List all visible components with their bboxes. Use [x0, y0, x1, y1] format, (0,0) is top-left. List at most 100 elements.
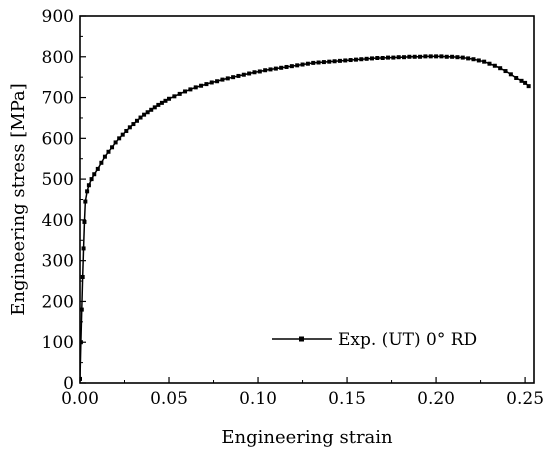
data-point [86, 183, 91, 188]
data-point [311, 60, 316, 65]
data-point [89, 177, 94, 182]
data-point [231, 75, 236, 80]
data-point [183, 89, 188, 94]
data-point [412, 54, 417, 59]
x-tick-label: 0.00 [61, 389, 99, 409]
data-point [80, 274, 85, 279]
x-tick-label: 0.20 [417, 389, 455, 409]
data-point [386, 55, 391, 60]
y-axis-title: Engineering stress [MPa] [8, 83, 29, 316]
data-point [482, 59, 487, 64]
y-tick-label: 300 [42, 252, 74, 272]
series-line [80, 55, 530, 379]
data-point [321, 60, 326, 65]
data-point [289, 64, 294, 69]
x-tick-label: 0.05 [150, 389, 188, 409]
data-point [364, 56, 369, 61]
data-point [444, 54, 449, 59]
data-point [369, 56, 374, 61]
data-point [209, 80, 214, 85]
data-point [99, 160, 104, 165]
data-point [142, 112, 147, 117]
data-point [110, 145, 115, 150]
data-point [177, 91, 182, 96]
data-point [418, 54, 423, 59]
x-tick-label: 0.25 [506, 389, 544, 409]
data-point [466, 56, 471, 61]
data-point [375, 56, 380, 60]
data-point [514, 75, 519, 80]
data-point [120, 132, 125, 137]
data-point [225, 76, 230, 81]
data-point [450, 54, 455, 59]
data-point [263, 68, 268, 73]
legend-label: Exp. (UT) 0° RD [338, 330, 477, 350]
data-point [380, 56, 385, 60]
data-point [471, 57, 476, 62]
data-point [131, 122, 136, 127]
data-point [220, 77, 225, 82]
x-tick-label: 0.10 [239, 389, 277, 409]
plot-frame [79, 15, 535, 384]
data-point [247, 71, 252, 76]
data-point [83, 199, 88, 204]
data-point [193, 85, 198, 90]
data-point [327, 59, 332, 64]
data-point [81, 246, 86, 251]
data-point [295, 63, 300, 68]
data-point [257, 69, 262, 74]
data-point [152, 105, 157, 110]
tick-layer: 0.00 0.05 0.10 0.15 0.20 0.25 0 100 200 300 400 500… [42, 7, 544, 409]
data-point [487, 61, 492, 66]
y-tick-label: 0 [63, 374, 74, 394]
data-point [113, 140, 118, 145]
data-point [423, 54, 428, 59]
data-point [172, 94, 177, 99]
data-point [241, 72, 246, 77]
data-point [215, 79, 220, 84]
y-tick-label: 700 [42, 89, 74, 109]
y-tick-label: 400 [42, 211, 74, 231]
data-point [402, 55, 407, 60]
data-point [305, 61, 310, 66]
data-point [159, 100, 164, 105]
data-point [85, 189, 90, 194]
data-point [149, 107, 154, 112]
data-point [252, 70, 257, 75]
data-point [95, 166, 100, 171]
data-point [498, 66, 503, 71]
data-point [268, 67, 273, 72]
data-point [428, 54, 433, 59]
x-axis-title: Engineering strain [221, 427, 393, 448]
y-tick-label: 100 [42, 333, 74, 353]
y-tick-label: 800 [42, 48, 74, 68]
data-point [106, 149, 111, 154]
x-tick-label: 0.15 [328, 389, 366, 409]
data-point [353, 57, 358, 62]
data-point [102, 154, 107, 159]
legend-marker [299, 336, 304, 342]
data-point [92, 172, 97, 177]
data-point [460, 55, 465, 60]
data-point [526, 84, 531, 89]
data-point [127, 125, 132, 130]
data-point [348, 58, 353, 63]
data-point [492, 63, 497, 68]
data-point [519, 78, 524, 83]
data-point [439, 54, 444, 59]
data-point [284, 64, 289, 69]
data-point [332, 59, 337, 64]
legend: Exp. (UT) 0° RD [272, 330, 477, 350]
data-point [503, 69, 508, 74]
data-point [343, 58, 348, 63]
data-point [145, 110, 150, 115]
series-layer [80, 54, 531, 381]
data-point [391, 55, 396, 60]
data-point [523, 80, 528, 85]
data-point [279, 65, 284, 70]
data-point [124, 128, 129, 133]
data-point [80, 376, 82, 381]
data-point [359, 57, 364, 62]
data-point [236, 73, 241, 78]
data-point [300, 62, 305, 67]
